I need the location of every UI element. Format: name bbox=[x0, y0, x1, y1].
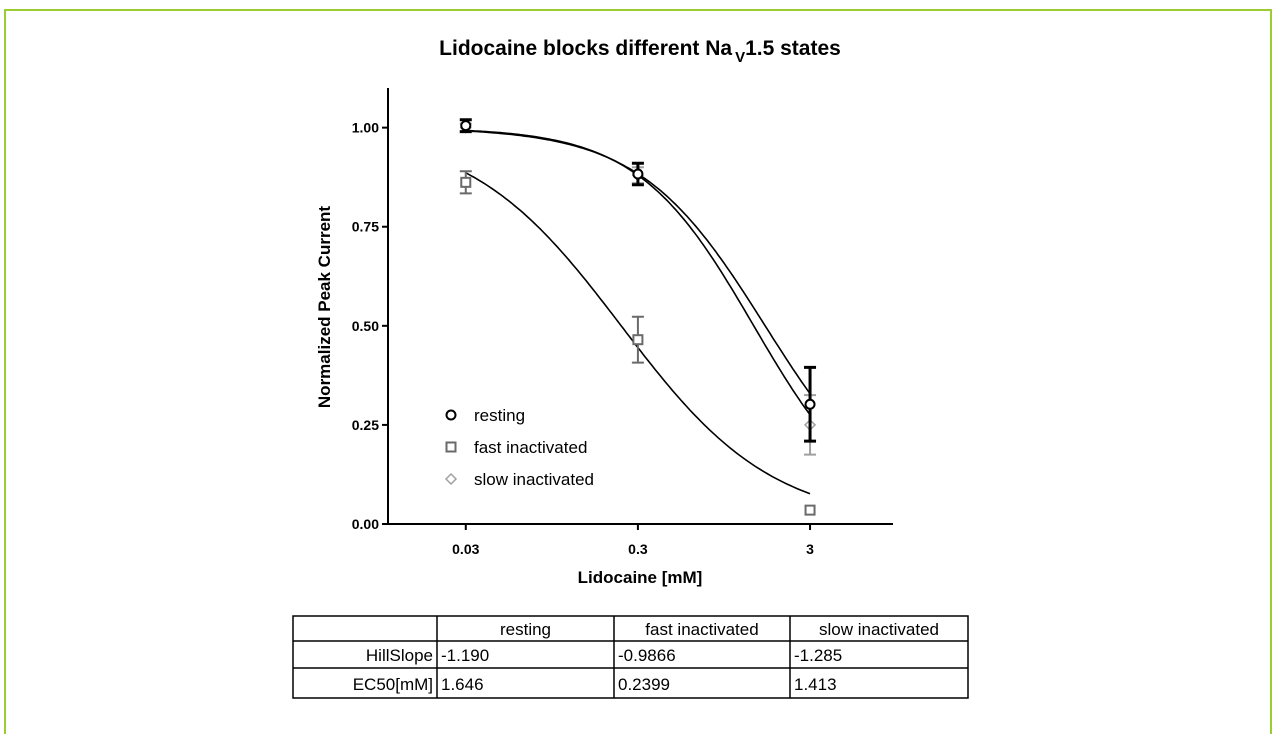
legend-marker bbox=[445, 441, 457, 453]
data-point bbox=[459, 118, 472, 134]
table-cell: -0.9866 bbox=[618, 646, 676, 665]
y-tick-label: 0.50 bbox=[352, 318, 379, 334]
table-border bbox=[292, 615, 969, 699]
x-tick-label: 3 bbox=[806, 541, 814, 557]
marker bbox=[804, 504, 816, 516]
title-subscript: V bbox=[735, 49, 745, 66]
marker bbox=[804, 398, 816, 410]
x-axis-label: Lidocaine [mM] bbox=[578, 568, 703, 587]
legend-marker bbox=[444, 472, 458, 486]
data-point bbox=[804, 365, 817, 443]
marker bbox=[632, 168, 644, 180]
y-axis-label: Normalized Peak Current bbox=[315, 206, 334, 409]
table-cell: 1.646 bbox=[441, 675, 484, 694]
table-cell: 1.413 bbox=[794, 675, 837, 694]
title-text: 1.5 states bbox=[745, 37, 841, 60]
table-cell: -1.190 bbox=[441, 646, 489, 665]
legend-label: slow inactivated bbox=[474, 470, 594, 489]
data-point bbox=[459, 170, 472, 195]
title-text: Lidocaine blocks different Na bbox=[439, 37, 732, 60]
x-tick-label: 0.3 bbox=[628, 541, 648, 557]
row-label: HillSlope bbox=[366, 646, 433, 665]
y-tick-label: 0.25 bbox=[352, 417, 379, 433]
table-cell: -1.285 bbox=[794, 646, 842, 665]
x-tick-label: 0.03 bbox=[452, 541, 479, 557]
table-header: slow inactivated bbox=[819, 620, 939, 639]
data-point bbox=[631, 315, 644, 364]
row-label: EC50[mM] bbox=[353, 675, 433, 694]
marker bbox=[632, 334, 644, 346]
table-header: resting bbox=[500, 620, 551, 639]
marker bbox=[460, 176, 472, 188]
legend-label: resting bbox=[474, 406, 525, 425]
legend-marker bbox=[445, 409, 457, 421]
table-header: fast inactivated bbox=[645, 620, 758, 639]
data-point bbox=[631, 161, 644, 187]
chart-title: Lidocaine blocks different Na V1.5 states bbox=[439, 37, 841, 66]
legend-label: fast inactivated bbox=[474, 438, 587, 457]
y-tick-label: 1.00 bbox=[352, 120, 379, 136]
table-cell: 0.2399 bbox=[618, 675, 670, 694]
y-tick-label: 0.00 bbox=[352, 516, 379, 532]
data-point bbox=[804, 504, 816, 516]
table bbox=[292, 615, 969, 699]
marker bbox=[460, 120, 472, 132]
y-tick-label: 0.75 bbox=[352, 219, 379, 235]
frame bbox=[4, 9, 1272, 739]
